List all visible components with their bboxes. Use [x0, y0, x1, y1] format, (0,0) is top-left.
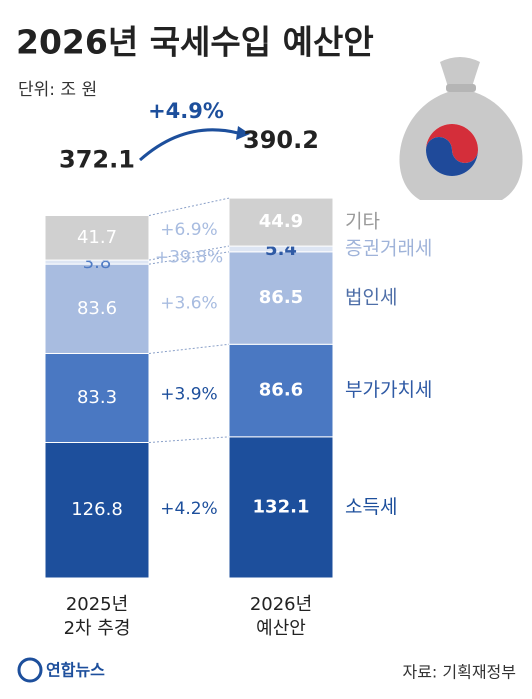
- chart-title: 2026년 국세수입 예산안: [16, 23, 374, 62]
- legend-label: 기타: [345, 211, 380, 233]
- change-label: +4.2%: [160, 499, 217, 519]
- value-label: 132.1: [253, 496, 310, 517]
- x-tick-label: 2026년: [250, 594, 312, 615]
- bar-segment: [44, 215, 150, 261]
- legend-label: 부가가치세: [345, 379, 432, 401]
- value-label: 41.7: [77, 227, 117, 248]
- bar-segment: [228, 343, 334, 438]
- change-label: +3.6%: [160, 293, 217, 313]
- connector: [148, 197, 230, 216]
- value-label: 86.6: [259, 380, 303, 401]
- source: 자료: 기획재정부: [402, 663, 516, 682]
- x-tick-label: 2025년: [66, 594, 128, 615]
- value-label: 44.9: [259, 211, 303, 232]
- connector: [148, 436, 230, 443]
- legend-label: 증권거래세: [345, 237, 432, 259]
- x-tick-label: 예산안: [256, 618, 306, 639]
- change-arrow: [139, 128, 239, 162]
- legend-label: 법인세: [345, 287, 397, 309]
- bar-segment: [228, 251, 334, 345]
- unit: 단위: 조 원: [18, 80, 97, 100]
- x-tick-label: 2차 추경: [64, 618, 131, 639]
- total-label: 390.2: [243, 126, 319, 154]
- legend-label: 소득세: [345, 496, 397, 518]
- logo-text: 연합뉴스: [46, 661, 105, 680]
- value-label: 126.8: [71, 499, 123, 520]
- money-bag-icon: [399, 57, 523, 200]
- change-label: +3.9%: [160, 384, 217, 404]
- connector: [148, 343, 230, 354]
- bar-segment: [44, 441, 150, 579]
- bar-segment: [228, 436, 334, 579]
- change-label: +6.9%: [160, 220, 217, 240]
- total-label: 372.1: [59, 145, 135, 173]
- bar-segment: [44, 352, 150, 443]
- value-label: 83.3: [77, 387, 117, 408]
- logo: 연합뉴스: [17, 657, 105, 683]
- connector: [148, 251, 230, 265]
- value-label: 83.6: [77, 298, 117, 319]
- value-label: 86.5: [259, 287, 303, 308]
- change-label: +39.8%: [155, 248, 223, 268]
- arrow-head: [236, 126, 250, 140]
- total-change: +4.9%: [148, 99, 224, 123]
- bar-segment: [228, 197, 334, 247]
- connector: [148, 245, 230, 261]
- bar-segment: [44, 263, 150, 354]
